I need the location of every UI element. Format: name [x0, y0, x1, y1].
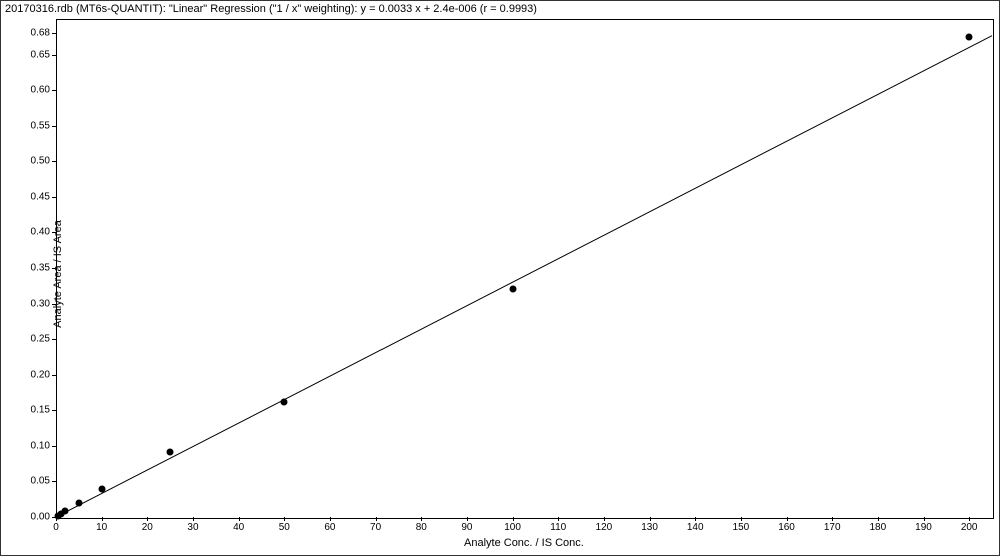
x-tick-label: 70 — [361, 522, 391, 533]
y-tick — [52, 90, 56, 91]
x-tick — [650, 517, 651, 521]
chart-title: 20170316.rdb (MT6s-QUANTIT): "Linear" Re… — [5, 3, 537, 15]
x-tick-label: 60 — [315, 522, 345, 533]
y-tick-label: 0.15 — [20, 405, 50, 416]
x-tick — [832, 517, 833, 521]
y-tick — [52, 55, 56, 56]
x-tick — [330, 517, 331, 521]
x-tick — [147, 517, 148, 521]
y-tick-label: 0.10 — [20, 440, 50, 451]
y-tick-label: 0.35 — [20, 263, 50, 274]
y-tick-label: 0.45 — [20, 191, 50, 202]
chart-container: 20170316.rdb (MT6s-QUANTIT): "Linear" Re… — [0, 0, 1000, 556]
x-tick-label: 10 — [87, 522, 117, 533]
y-tick — [52, 197, 56, 198]
x-tick — [376, 517, 377, 521]
x-tick — [741, 517, 742, 521]
x-tick — [924, 517, 925, 521]
y-tick-label: 0.30 — [20, 298, 50, 309]
data-point — [98, 485, 105, 492]
y-tick — [52, 126, 56, 127]
x-tick — [102, 517, 103, 521]
x-tick — [239, 517, 240, 521]
y-tick-label: 0.60 — [20, 85, 50, 96]
x-tick-label: 200 — [954, 522, 984, 533]
data-point — [75, 499, 82, 506]
x-tick-label: 0 — [41, 522, 71, 533]
y-axis-label: Analyte Area / IS Area — [52, 220, 64, 328]
x-tick-label: 80 — [406, 522, 436, 533]
x-tick-label: 140 — [680, 522, 710, 533]
x-tick-label: 160 — [772, 522, 802, 533]
y-tick-label: 0.50 — [20, 156, 50, 167]
x-tick — [878, 517, 879, 521]
plot-area — [56, 19, 994, 519]
y-tick — [52, 268, 56, 269]
y-tick-label: 0.55 — [20, 120, 50, 131]
x-tick-label: 130 — [635, 522, 665, 533]
y-tick — [52, 375, 56, 376]
x-tick — [558, 517, 559, 521]
data-point — [509, 286, 516, 293]
x-tick-label: 180 — [863, 522, 893, 533]
x-tick — [421, 517, 422, 521]
y-tick-label: 0.65 — [20, 49, 50, 60]
y-tick-label: 0.40 — [20, 227, 50, 238]
y-tick — [52, 232, 56, 233]
x-tick-label: 150 — [726, 522, 756, 533]
y-tick — [52, 339, 56, 340]
x-tick-label: 30 — [178, 522, 208, 533]
x-tick — [604, 517, 605, 521]
x-tick-label: 100 — [498, 522, 528, 533]
y-tick-label: 0.68 — [20, 28, 50, 39]
x-tick — [787, 517, 788, 521]
x-tick — [467, 517, 468, 521]
y-tick-label: 0.05 — [20, 476, 50, 487]
y-tick — [52, 161, 56, 162]
y-tick — [52, 481, 56, 482]
y-tick-label: 0.25 — [20, 334, 50, 345]
x-axis-label: Analyte Conc. / IS Conc. — [464, 537, 584, 549]
x-tick-label: 120 — [589, 522, 619, 533]
x-tick-label: 190 — [909, 522, 939, 533]
data-point — [167, 448, 174, 455]
x-tick-label: 50 — [269, 522, 299, 533]
y-tick — [52, 304, 56, 305]
x-tick-label: 110 — [543, 522, 573, 533]
x-tick — [284, 517, 285, 521]
x-tick-label: 40 — [224, 522, 254, 533]
y-tick-label: 0.00 — [20, 512, 50, 523]
x-tick-label: 170 — [817, 522, 847, 533]
x-tick-label: 90 — [452, 522, 482, 533]
data-point — [966, 33, 973, 40]
x-tick — [193, 517, 194, 521]
y-tick — [52, 446, 56, 447]
y-tick — [52, 33, 56, 34]
data-point — [62, 508, 69, 515]
x-tick — [695, 517, 696, 521]
data-point — [281, 398, 288, 405]
x-tick — [513, 517, 514, 521]
y-tick — [52, 410, 56, 411]
y-tick-label: 0.20 — [20, 369, 50, 380]
x-tick — [969, 517, 970, 521]
x-tick-label: 20 — [132, 522, 162, 533]
